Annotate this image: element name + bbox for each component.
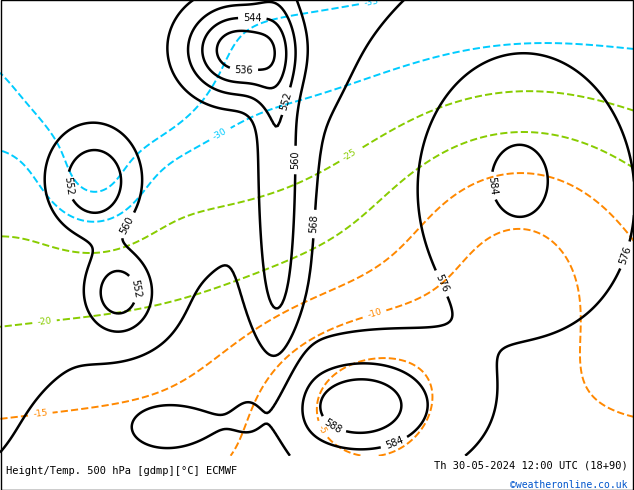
Text: 560: 560 bbox=[290, 151, 301, 170]
Text: Height/Temp. 500 hPa [gdmp][°C] ECMWF: Height/Temp. 500 hPa [gdmp][°C] ECMWF bbox=[6, 466, 238, 476]
Text: 576: 576 bbox=[433, 273, 450, 294]
Text: -15: -15 bbox=[32, 409, 48, 419]
Text: -20: -20 bbox=[37, 317, 52, 327]
Text: 568: 568 bbox=[309, 215, 320, 234]
Text: 584: 584 bbox=[384, 435, 405, 451]
Text: 552: 552 bbox=[279, 91, 294, 112]
Text: -35: -35 bbox=[363, 0, 379, 8]
Text: 552: 552 bbox=[129, 278, 142, 298]
Text: 544: 544 bbox=[243, 13, 262, 23]
Text: 588: 588 bbox=[323, 417, 344, 435]
Text: -25: -25 bbox=[341, 147, 358, 163]
Text: -30: -30 bbox=[211, 126, 229, 142]
Text: -5: -5 bbox=[316, 423, 328, 436]
Text: 552: 552 bbox=[62, 176, 74, 196]
Text: 584: 584 bbox=[486, 176, 498, 196]
Text: 560: 560 bbox=[119, 215, 136, 236]
Text: 536: 536 bbox=[235, 65, 254, 75]
Text: 576: 576 bbox=[618, 245, 633, 266]
Text: ©weatheronline.co.uk: ©weatheronline.co.uk bbox=[510, 480, 628, 490]
Text: -10: -10 bbox=[366, 308, 383, 320]
Text: Th 30-05-2024 12:00 UTC (18+90): Th 30-05-2024 12:00 UTC (18+90) bbox=[434, 461, 628, 471]
